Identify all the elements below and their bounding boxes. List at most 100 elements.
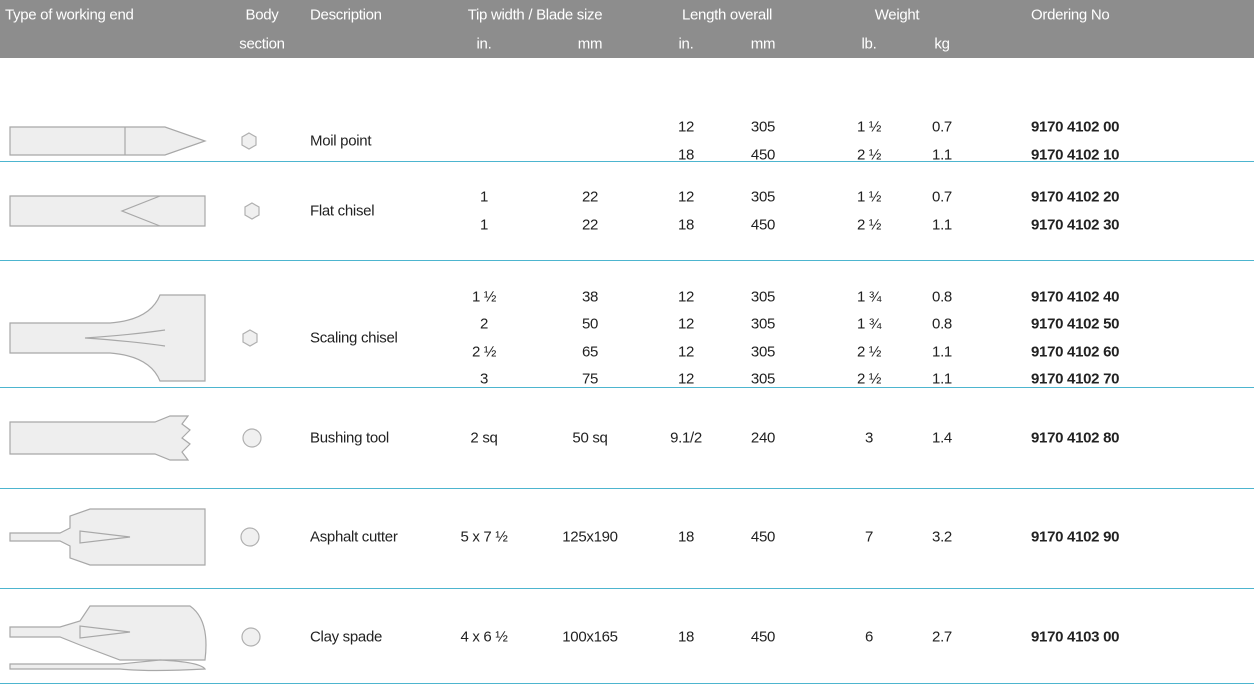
header-section: section (239, 35, 285, 53)
row-separator (0, 161, 1254, 162)
cell-tip-mm: 50 sq (572, 429, 608, 447)
cell-tip-mm: 22 (581, 216, 599, 234)
description: Moil point (310, 132, 372, 150)
cell-order: 9170 4102 20 (1031, 188, 1120, 206)
cell-lb: 1 ½ (856, 118, 882, 136)
cell-tip-mm: 65 (581, 343, 599, 361)
header-weight: Weight (874, 6, 920, 24)
cell-kg: 0.8 (932, 315, 952, 333)
body-section-icons (240, 132, 262, 647)
cell-lb: 2 ½ (856, 343, 882, 361)
cell-len-in: 12 (677, 315, 695, 333)
cell-len-mm: 240 (750, 429, 776, 447)
cell-tip-in: 3 (479, 370, 489, 388)
cell-len-mm: 450 (750, 628, 776, 646)
cell-tip-in: 4 x 6 ½ (460, 628, 508, 646)
header-ordering-no: Ordering No (1031, 6, 1110, 24)
header-description: Description (310, 6, 382, 24)
cell-len-mm: 305 (750, 343, 776, 361)
cell-len-in: 18 (677, 628, 695, 646)
cell-kg: 1.1 (932, 146, 952, 164)
cell-len-mm: 305 (750, 315, 776, 333)
cell-len-mm: 450 (750, 528, 776, 546)
cell-lb: 2 ½ (856, 370, 882, 388)
cell-order: 9170 4102 90 (1031, 528, 1120, 546)
cell-tip-in: 2 (479, 315, 489, 333)
cell-len-mm: 305 (750, 188, 776, 206)
cell-kg: 1.1 (932, 370, 952, 388)
description: Asphalt cutter (310, 528, 398, 546)
cell-len-mm: 305 (750, 370, 776, 388)
cell-tip-mm: 125x190 (562, 528, 618, 546)
cell-order: 9170 4102 60 (1031, 343, 1120, 361)
cell-len-in: 12 (677, 188, 695, 206)
cell-lb: 1 ¾ (856, 288, 882, 306)
cell-len-in: 12 (677, 343, 695, 361)
cell-tip-in: 5 x 7 ½ (460, 528, 508, 546)
description: Bushing tool (310, 429, 389, 447)
cell-tip-mm: 22 (581, 188, 599, 206)
cell-kg: 0.7 (932, 188, 952, 206)
row-separator (0, 260, 1254, 261)
cell-tip-in: 1 (479, 216, 489, 234)
cell-len-in: 18 (677, 216, 695, 234)
cell-order: 9170 4102 70 (1031, 370, 1120, 388)
cell-tip-mm: 38 (581, 288, 599, 306)
cell-kg: 2.7 (932, 628, 952, 646)
description: Clay spade (310, 628, 383, 646)
cell-len-mm: 450 (750, 216, 776, 234)
cell-lb: 2 ½ (856, 216, 882, 234)
cell-lb: 7 (864, 528, 874, 546)
cell-order: 9170 4102 30 (1031, 216, 1120, 234)
cell-len-in: 18 (677, 528, 695, 546)
header-tip-mm: mm (577, 35, 603, 53)
header-weight-lb: lb. (861, 35, 877, 53)
cell-tip-mm: 50 (581, 315, 599, 333)
cell-kg: 1.4 (932, 429, 952, 447)
cell-len-mm: 305 (750, 288, 776, 306)
cell-tip-in: 1 ½ (471, 288, 497, 306)
header-length-overall: Length overall (681, 6, 773, 24)
cell-kg: 0.7 (932, 118, 952, 136)
cell-len-in: 12 (677, 118, 695, 136)
header-length-mm: mm (750, 35, 776, 53)
cell-order: 9170 4102 00 (1031, 118, 1120, 136)
cell-lb: 1 ½ (856, 188, 882, 206)
cell-tip-in: 2 sq (470, 429, 498, 447)
cell-order: 9170 4102 80 (1031, 429, 1120, 447)
cell-order: 9170 4102 10 (1031, 146, 1120, 164)
header-tip-width: Tip width / Blade size (467, 6, 603, 24)
description: Flat chisel (310, 202, 375, 220)
header-weight-kg: kg (934, 35, 950, 53)
header-type-of-working-end: Type of working end (5, 6, 134, 24)
cell-lb: 2 ½ (856, 146, 882, 164)
description: Scaling chisel (310, 329, 398, 347)
header-body: Body (245, 6, 279, 24)
cell-tip-in: 1 (479, 188, 489, 206)
cell-kg: 1.1 (932, 216, 952, 234)
cell-len-in: 12 (677, 288, 695, 306)
cell-order: 9170 4102 50 (1031, 315, 1120, 333)
row-separator (0, 488, 1254, 489)
cell-tip-mm: 75 (581, 370, 599, 388)
cell-order: 9170 4103 00 (1031, 628, 1120, 646)
cell-lb: 1 ¾ (856, 315, 882, 333)
cell-len-in: 9.1/2 (670, 429, 702, 447)
cell-len-in: 18 (677, 146, 695, 164)
cell-order: 9170 4102 40 (1031, 288, 1120, 306)
cell-len-in: 12 (677, 370, 695, 388)
header-length-in: in. (678, 35, 694, 53)
row-separator (0, 387, 1254, 388)
row-separator (0, 588, 1254, 589)
cell-tip-in: 2 ½ (471, 343, 497, 361)
cell-tip-mm: 100x165 (562, 628, 618, 646)
header-tip-in: in. (476, 35, 492, 53)
cell-lb: 3 (864, 429, 874, 447)
cell-lb: 6 (864, 628, 874, 646)
cell-kg: 3.2 (932, 528, 952, 546)
cell-len-mm: 305 (750, 118, 776, 136)
cell-len-mm: 450 (750, 146, 776, 164)
tool-drawings (9, 126, 207, 672)
